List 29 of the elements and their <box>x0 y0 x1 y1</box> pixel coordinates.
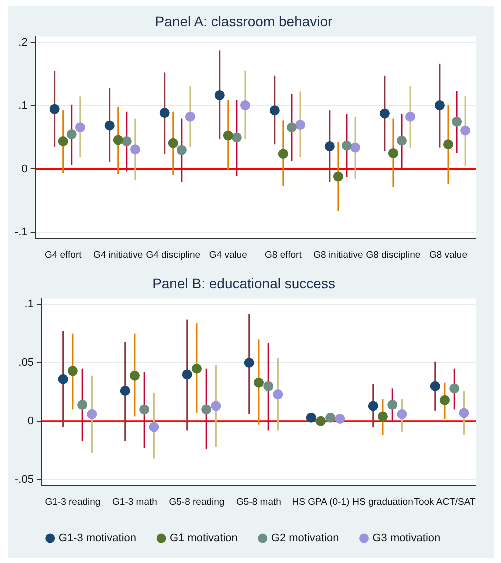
x-tick-label: G8 effort <box>265 250 302 261</box>
x-tick-label: G4 value <box>209 250 248 261</box>
legend-label: G1-3 motivation <box>58 532 137 545</box>
x-tick-label: Took ACT/SAT <box>414 496 476 508</box>
x-tick-label: G4 initiative <box>94 250 144 261</box>
y-tick-label: .05 <box>18 357 34 370</box>
x-tick-label: G8 discipline <box>366 250 421 261</box>
chart-title: Panel B: educational success <box>152 275 336 292</box>
y-tick-label: .1 <box>24 298 34 311</box>
x-tick-label: HS graduation <box>352 496 414 508</box>
x-tick-label: G1-3 reading <box>45 496 101 508</box>
legend-label: G2 motivation <box>271 532 340 545</box>
y-tick-label: 0 <box>28 415 34 428</box>
x-tick-label: G4 discipline <box>146 250 201 261</box>
x-tick-label: G5-8 reading <box>169 496 225 508</box>
x-tick-label: G8 initiative <box>314 250 364 261</box>
legend-label: G3 motivation <box>372 532 441 545</box>
x-tick-label: G4 effort <box>44 250 82 261</box>
legend-label: G1 motivation <box>170 532 238 545</box>
y-tick-label: -.05 <box>14 474 34 486</box>
y-tick-label: -.1 <box>14 226 28 238</box>
x-tick-label: G1-3 math <box>112 496 158 508</box>
x-tick-label: G8 value <box>429 250 468 261</box>
y-tick-label: 0 <box>22 163 28 176</box>
chart-title: Panel A: classroom behavior <box>155 13 334 30</box>
y-tick-label: .2 <box>18 37 28 50</box>
x-tick-label: G5-8 math <box>236 496 282 508</box>
y-tick-label: .1 <box>18 100 28 112</box>
x-tick-label: HS GPA (0-1) <box>292 496 350 508</box>
